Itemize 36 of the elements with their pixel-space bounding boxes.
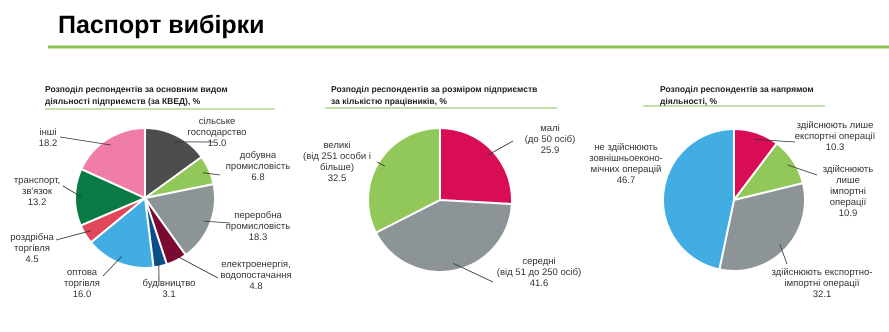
data-label: 3.1 [162, 289, 176, 300]
data-label: 10.3 [826, 142, 844, 153]
data-label: 4.8 [249, 281, 263, 292]
slice-label: здійснюють експортно- імпортні операції [772, 267, 872, 289]
data-label: 10.9 [838, 208, 858, 219]
data-label: 25.9 [540, 145, 560, 156]
slice-label: будівництво [142, 278, 196, 289]
slice-label: переробна промисловість [226, 210, 290, 232]
data-label: 18.2 [38, 138, 58, 149]
slice-label: здійснюють лише експортні операції [794, 120, 876, 142]
data-label: 4.5 [25, 254, 39, 265]
slice-label: сільське господарство [188, 116, 246, 138]
data-label: 32.1 [812, 289, 832, 300]
data-label: 16.0 [72, 289, 92, 300]
slice-label: добувна промисловість [226, 150, 290, 172]
data-label: 15.0 [208, 138, 226, 149]
slice-label: транспорт, зв'язок [14, 175, 60, 197]
chart-title: Паспорт вибірки [58, 11, 265, 39]
data-label: 18.3 [248, 232, 268, 243]
slice-label: електроенергія, водопостачання [220, 259, 292, 281]
slice-label: інші [39, 127, 57, 138]
slice-label: роздрібна торгівля [10, 232, 54, 254]
slice-label: оптова торгівля [64, 267, 100, 289]
data-label: 46.7 [616, 175, 636, 186]
chart-subtitle: Розподіл респондентів за розміром підприємств за кількістю працівників, % [331, 84, 538, 106]
chart-subtitle: Розподіл респондентів за основним видом діяльності підприємств (за КВЕД), % [45, 84, 228, 106]
slice-label: не здійснюють зовнішньоеконо- мічних операцій [589, 142, 663, 175]
data-label: 13.2 [28, 197, 46, 208]
slice-label: середні (від 51 до 250 осіб) [496, 256, 582, 278]
slice-label: здійснюють лише імпортні операції [822, 164, 874, 208]
data-label: 32.5 [328, 173, 346, 184]
data-label: 6.8 [251, 172, 265, 183]
slice-label: великі (від 251 особи і більше) [303, 140, 371, 173]
slice-label: малі (до 50 осіб) [524, 123, 576, 145]
chart-subtitle: Розподіл респондентів за напрямом діяльності, % [660, 84, 814, 106]
data-label: 41.6 [530, 278, 548, 289]
